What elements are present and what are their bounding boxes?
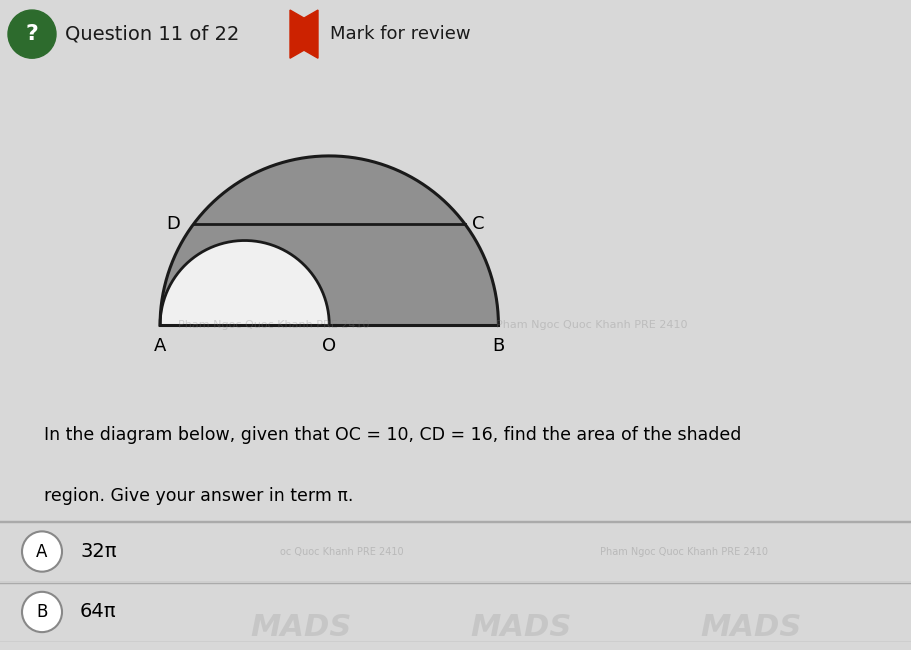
Text: oc Quoc Khanh PRE 2410: oc Quoc Khanh PRE 2410 bbox=[280, 547, 404, 556]
Text: 64π: 64π bbox=[80, 603, 117, 621]
Text: O: O bbox=[322, 337, 336, 355]
Text: B: B bbox=[492, 337, 505, 355]
Text: Pham Ngoc Quoc Khanh PRE 2410: Pham Ngoc Quoc Khanh PRE 2410 bbox=[178, 320, 369, 330]
Text: ?: ? bbox=[26, 24, 38, 44]
Text: 32π: 32π bbox=[80, 542, 117, 561]
Text: MADS: MADS bbox=[470, 612, 571, 642]
Polygon shape bbox=[160, 240, 329, 325]
Text: B: B bbox=[36, 603, 47, 621]
Text: C: C bbox=[472, 214, 485, 233]
Text: region. Give your answer in term π.: region. Give your answer in term π. bbox=[45, 487, 353, 505]
Circle shape bbox=[8, 10, 56, 58]
Text: Pham Ngoc Quoc Khanh PRE 2410: Pham Ngoc Quoc Khanh PRE 2410 bbox=[600, 547, 768, 556]
Text: A: A bbox=[154, 337, 167, 355]
Polygon shape bbox=[290, 10, 318, 58]
Text: D: D bbox=[167, 214, 180, 233]
Text: MADS: MADS bbox=[250, 612, 352, 642]
Text: In the diagram below, given that OC = 10, CD = 16, find the area of the shaded: In the diagram below, given that OC = 10… bbox=[45, 426, 742, 444]
Text: Mark for review: Mark for review bbox=[330, 25, 471, 43]
Circle shape bbox=[22, 532, 62, 572]
Text: Question 11 of 22: Question 11 of 22 bbox=[65, 25, 240, 44]
Circle shape bbox=[22, 592, 62, 632]
Text: MADS: MADS bbox=[700, 612, 802, 642]
Text: Pham Ngoc Quoc Khanh PRE 2410: Pham Ngoc Quoc Khanh PRE 2410 bbox=[496, 320, 688, 330]
Text: A: A bbox=[36, 543, 47, 560]
Polygon shape bbox=[160, 156, 498, 325]
